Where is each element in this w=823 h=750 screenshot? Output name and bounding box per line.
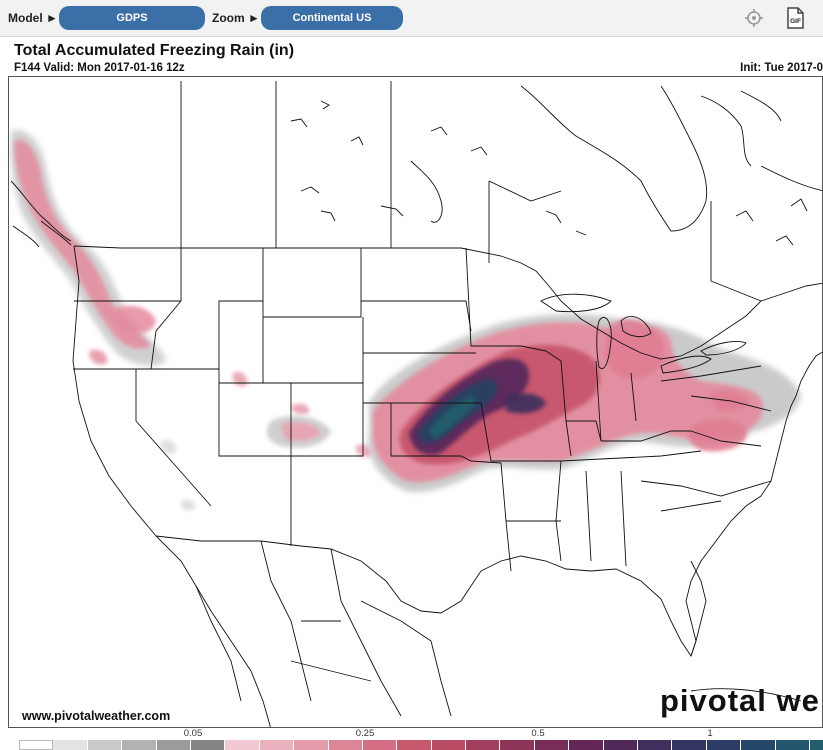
colorbar-swatch [500, 740, 535, 750]
colorbar-swatch [706, 740, 742, 750]
colorbar-labels: 0.05 0.25 0.5 1 [0, 728, 823, 740]
colorbar-swatch [431, 740, 467, 750]
zoom-label: Zoom ► [212, 11, 260, 25]
crosshair-icon[interactable] [743, 7, 765, 29]
colorbar-swatch [87, 740, 123, 750]
colorbar [19, 740, 823, 750]
init-time: Init: Tue 2017-0 [740, 62, 823, 74]
zoom-select-button[interactable]: Continental US [261, 6, 403, 30]
top-toolbar: Model ► GDPS Zoom ► Continental US GIF [0, 0, 823, 37]
colorbar-swatch [328, 740, 363, 750]
colorbar-swatch [19, 740, 54, 750]
colorbar-swatch [741, 740, 776, 750]
colorbar-swatch [466, 740, 501, 750]
colorbar-label-025: 0.25 [355, 728, 375, 739]
colorbar-swatch [122, 740, 157, 750]
colorbar-label-1: 1 [707, 728, 713, 739]
model-label: Model ► [8, 11, 58, 25]
website-url: www.pivotalweather.com [20, 709, 173, 723]
colorbar-swatch [190, 740, 226, 750]
brand-logo: pivotal we [660, 683, 820, 718]
colorbar-label-005: 0.05 [183, 728, 203, 739]
valid-time: F144 Valid: Mon 2017-01-16 12z [14, 62, 185, 74]
map-title: Total Accumulated Freezing Rain (in) [14, 42, 295, 59]
colorbar-swatch [569, 740, 604, 750]
weather-map[interactable] [8, 76, 823, 728]
map-svg [10, 81, 822, 727]
colorbar-swatch [603, 740, 639, 750]
colorbar-swatch [638, 740, 673, 750]
gif-icon-text: GIF [790, 18, 801, 25]
model-select-button[interactable]: GDPS [59, 6, 205, 30]
colorbar-swatch [294, 740, 329, 750]
colorbar-swatch [397, 740, 432, 750]
colorbar-swatch [534, 740, 570, 750]
colorbar-swatch [53, 740, 88, 750]
colorbar-swatch [259, 740, 295, 750]
colorbar-label-05: 0.5 [531, 728, 545, 739]
precip-shading [10, 130, 801, 511]
colorbar-swatch [225, 740, 260, 750]
colorbar-swatch [775, 740, 810, 750]
gif-file-icon[interactable]: GIF [784, 7, 806, 29]
colorbar-swatch [672, 740, 707, 750]
colorbar-swatch [156, 740, 191, 750]
boundaries [10, 81, 822, 727]
colorbar-swatch [809, 740, 823, 750]
colorbar-swatch [362, 740, 398, 750]
